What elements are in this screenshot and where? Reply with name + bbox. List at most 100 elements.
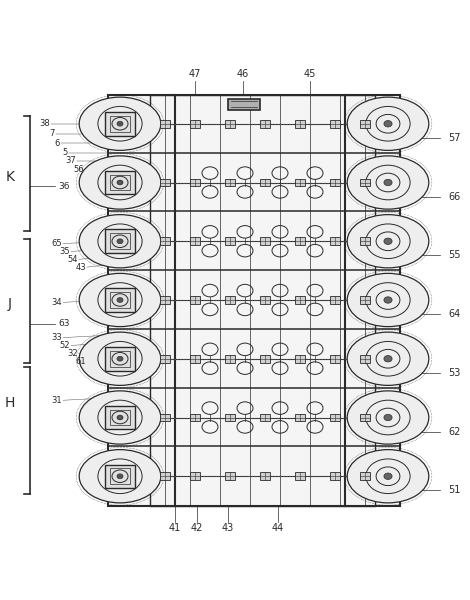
- Ellipse shape: [116, 238, 124, 244]
- Ellipse shape: [117, 298, 123, 302]
- Ellipse shape: [117, 356, 123, 361]
- Ellipse shape: [384, 297, 392, 303]
- Bar: [260, 472, 270, 480]
- Bar: [260, 179, 270, 187]
- Bar: [110, 351, 130, 367]
- Bar: [295, 238, 305, 245]
- Bar: [360, 413, 370, 421]
- Text: 7: 7: [50, 130, 55, 139]
- Bar: [108, 95, 400, 506]
- Text: 54: 54: [68, 255, 78, 264]
- Text: 52: 52: [60, 341, 70, 350]
- Text: 56: 56: [73, 164, 84, 173]
- Ellipse shape: [347, 449, 429, 503]
- Ellipse shape: [116, 415, 124, 421]
- Bar: [360, 120, 370, 128]
- Bar: [105, 347, 135, 370]
- Bar: [260, 296, 270, 304]
- Bar: [260, 413, 270, 421]
- Bar: [110, 233, 130, 249]
- Bar: [225, 296, 235, 304]
- Bar: [105, 464, 135, 488]
- Bar: [190, 296, 200, 304]
- Text: 36: 36: [58, 182, 70, 191]
- Text: 61: 61: [75, 356, 86, 365]
- Bar: [160, 355, 170, 362]
- Text: 47: 47: [189, 70, 201, 79]
- Ellipse shape: [384, 473, 392, 479]
- Ellipse shape: [116, 297, 124, 303]
- Bar: [160, 179, 170, 187]
- Bar: [190, 413, 200, 421]
- Bar: [330, 296, 340, 304]
- Bar: [260, 120, 270, 128]
- Text: 51: 51: [448, 485, 461, 496]
- Bar: [160, 472, 170, 480]
- Text: 57: 57: [448, 133, 461, 143]
- Bar: [330, 355, 340, 362]
- Ellipse shape: [117, 180, 123, 185]
- Text: 63: 63: [58, 319, 70, 328]
- Ellipse shape: [117, 415, 123, 420]
- Bar: [105, 288, 135, 312]
- Text: 5: 5: [63, 148, 68, 157]
- Bar: [225, 238, 235, 245]
- Ellipse shape: [347, 274, 429, 326]
- Bar: [295, 120, 305, 128]
- Ellipse shape: [79, 391, 161, 444]
- Bar: [190, 472, 200, 480]
- Ellipse shape: [117, 474, 123, 479]
- Ellipse shape: [384, 238, 392, 244]
- Bar: [160, 238, 170, 245]
- Ellipse shape: [117, 121, 123, 126]
- Bar: [190, 120, 200, 128]
- Text: 65: 65: [51, 239, 62, 248]
- Text: 37: 37: [65, 156, 76, 165]
- Bar: [295, 179, 305, 187]
- Bar: [110, 116, 130, 131]
- Text: 6: 6: [55, 139, 60, 148]
- Ellipse shape: [347, 332, 429, 385]
- Text: H: H: [5, 397, 15, 410]
- Text: 43: 43: [75, 263, 86, 272]
- Bar: [190, 179, 200, 187]
- Bar: [190, 238, 200, 245]
- Ellipse shape: [116, 179, 124, 185]
- Text: 55: 55: [448, 250, 461, 260]
- Ellipse shape: [384, 179, 392, 185]
- Text: 33: 33: [51, 333, 62, 342]
- Bar: [360, 296, 370, 304]
- Text: 42: 42: [191, 523, 203, 533]
- Ellipse shape: [117, 239, 123, 244]
- Ellipse shape: [384, 356, 392, 362]
- Bar: [330, 120, 340, 128]
- Bar: [225, 179, 235, 187]
- Text: 38: 38: [39, 119, 50, 128]
- Text: 31: 31: [51, 396, 62, 405]
- Bar: [330, 238, 340, 245]
- Text: J: J: [8, 297, 12, 311]
- Bar: [228, 98, 260, 110]
- Bar: [160, 296, 170, 304]
- Bar: [295, 355, 305, 362]
- Bar: [260, 238, 270, 245]
- Ellipse shape: [79, 449, 161, 503]
- Bar: [105, 406, 135, 429]
- Text: 66: 66: [448, 191, 460, 202]
- Bar: [360, 179, 370, 187]
- Ellipse shape: [79, 156, 161, 209]
- Ellipse shape: [79, 332, 161, 385]
- Ellipse shape: [116, 473, 124, 479]
- Text: 45: 45: [304, 70, 316, 79]
- Bar: [360, 238, 370, 245]
- Bar: [330, 413, 340, 421]
- Ellipse shape: [347, 391, 429, 444]
- Ellipse shape: [384, 121, 392, 127]
- Ellipse shape: [347, 215, 429, 268]
- Bar: [105, 229, 135, 253]
- Ellipse shape: [116, 356, 124, 362]
- Bar: [225, 472, 235, 480]
- Text: 62: 62: [448, 427, 461, 437]
- Text: 41: 41: [169, 523, 181, 533]
- Bar: [190, 355, 200, 362]
